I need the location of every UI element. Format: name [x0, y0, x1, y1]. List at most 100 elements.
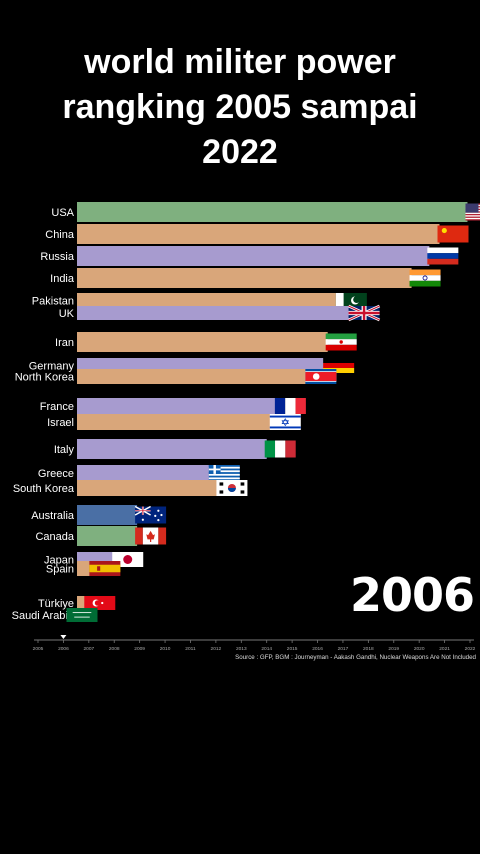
bar-group-greece: Greece [38, 465, 240, 481]
x-tick-label-2020: 2020 [414, 646, 425, 652]
label-china: China [45, 229, 75, 241]
x-tick-label-2018: 2018 [363, 646, 374, 652]
x-tick-label-2005: 2005 [33, 646, 44, 652]
flag-china-icon [437, 225, 469, 243]
flag-israel-icon [269, 414, 301, 430]
bar-group-china: China [45, 224, 469, 244]
label-italy: Italy [54, 444, 75, 456]
flag-germany-icon [323, 358, 355, 373]
x-tick-label-2011: 2011 [185, 646, 196, 652]
x-tick-label-2021: 2021 [439, 646, 450, 652]
flag-spain-icon [89, 561, 121, 576]
label-australia: Australia [31, 510, 75, 522]
flag-south-korea-icon [216, 480, 248, 496]
bar-pakistan [77, 293, 338, 308]
x-tick-label-2008: 2008 [109, 646, 120, 652]
x-tick-label-2015: 2015 [287, 646, 298, 652]
label-saudi-arabia: Saudi Arabia [12, 610, 75, 622]
bar-india [77, 268, 412, 288]
label-japan: Japan [44, 555, 74, 567]
bar-spain [77, 561, 92, 576]
x-tick-label-2022: 2022 [465, 646, 476, 652]
x-tick-label-2017: 2017 [338, 646, 349, 652]
bar-group-italy: Italy [54, 439, 296, 459]
label-pakistan: Pakistan [32, 296, 74, 308]
bar-group-israel: Israel [47, 414, 301, 430]
label-iran: Iran [55, 337, 74, 349]
flag-australia-icon [134, 505, 167, 524]
label-turkiye: Türkiye [38, 598, 74, 610]
bar-iran [77, 332, 328, 352]
x-tick-label-2007: 2007 [83, 646, 94, 652]
label-israel: Israel [47, 417, 74, 429]
bar-group-saudi-arabia: Saudi Arabia [12, 608, 98, 622]
flag-saudi-arabia-icon [66, 608, 98, 622]
label-uk: UK [59, 308, 75, 320]
bar-uk [77, 306, 351, 320]
bar-group-spain: Spain [46, 561, 121, 576]
bar-china [77, 224, 440, 244]
bar-france [77, 398, 277, 414]
bar-group-turkiye: Türkiye [38, 596, 116, 610]
bar-group-canada: Canada [35, 526, 167, 546]
flag-greece-icon [208, 465, 240, 481]
label-france: France [40, 401, 74, 413]
source-caption: Source : GFP, BGM : Journeyman - Aakash … [235, 654, 476, 661]
label-south-korea: South Korea [13, 483, 75, 495]
flag-russia-icon [427, 247, 459, 265]
bar-greece [77, 465, 211, 481]
bar-group-north-korea: North Korea [15, 369, 337, 384]
bar-north-korea [77, 369, 308, 384]
bar-group-india: India [50, 268, 441, 288]
flag-india-icon [409, 269, 441, 287]
current-year-label: 2006 [349, 568, 475, 622]
bar-group-france: France [40, 398, 306, 414]
bar-russia [77, 246, 430, 266]
flag-italy-icon [264, 440, 296, 458]
bar-israel [77, 414, 272, 430]
bar-south-korea [77, 480, 219, 496]
bar-canada [77, 526, 138, 546]
flag-usa-icon [465, 203, 480, 221]
flag-uk-icon [347, 304, 381, 322]
flag-canada-icon [135, 527, 167, 545]
label-spain: Spain [46, 564, 74, 576]
title-line-1: world militer power [84, 43, 396, 81]
flag-pakistan-icon [335, 293, 367, 308]
label-russia: Russia [40, 251, 75, 263]
x-tick-label-2014: 2014 [261, 646, 272, 652]
label-greece: Greece [38, 468, 74, 480]
x-tick-label-2016: 2016 [312, 646, 323, 652]
bar-group-iran: Iran [55, 332, 357, 352]
x-tick-label-2009: 2009 [134, 646, 145, 652]
flag-turkiye-icon [84, 596, 116, 610]
bar-group-russia: Russia [40, 246, 459, 266]
label-india: India [50, 273, 75, 285]
flag-france-icon [274, 398, 306, 414]
flag-north-korea-icon [305, 369, 337, 384]
bar-group-pakistan: Pakistan [32, 293, 367, 308]
x-tick-label-2006: 2006 [58, 646, 69, 652]
title-line-2: rangking 2005 sampai [62, 88, 418, 126]
flag-iran-icon [325, 333, 357, 351]
label-canada: Canada [35, 531, 74, 543]
bar-italy [77, 439, 267, 459]
label-germany: Germany [29, 361, 75, 373]
current-year-marker [60, 635, 67, 639]
bar-usa [77, 202, 468, 222]
bar-australia [77, 505, 138, 525]
label-usa: USA [51, 207, 74, 219]
x-tick-label-2013: 2013 [236, 646, 247, 652]
x-tick-label-2019: 2019 [388, 646, 399, 652]
bar-group-uk: UK [59, 304, 381, 322]
bar-group-usa: USA [51, 202, 480, 222]
title-line-3: 2022 [202, 133, 278, 171]
bar-group-south-korea: South Korea [13, 480, 248, 496]
label-north-korea: North Korea [15, 372, 75, 384]
bar-turkiye [77, 596, 87, 610]
x-tick-label-2012: 2012 [211, 646, 222, 652]
x-tick-label-2010: 2010 [160, 646, 171, 652]
bar-group-australia: Australia [31, 505, 167, 525]
chart-title: world militer power rangking 2005 sampai… [0, 40, 480, 175]
